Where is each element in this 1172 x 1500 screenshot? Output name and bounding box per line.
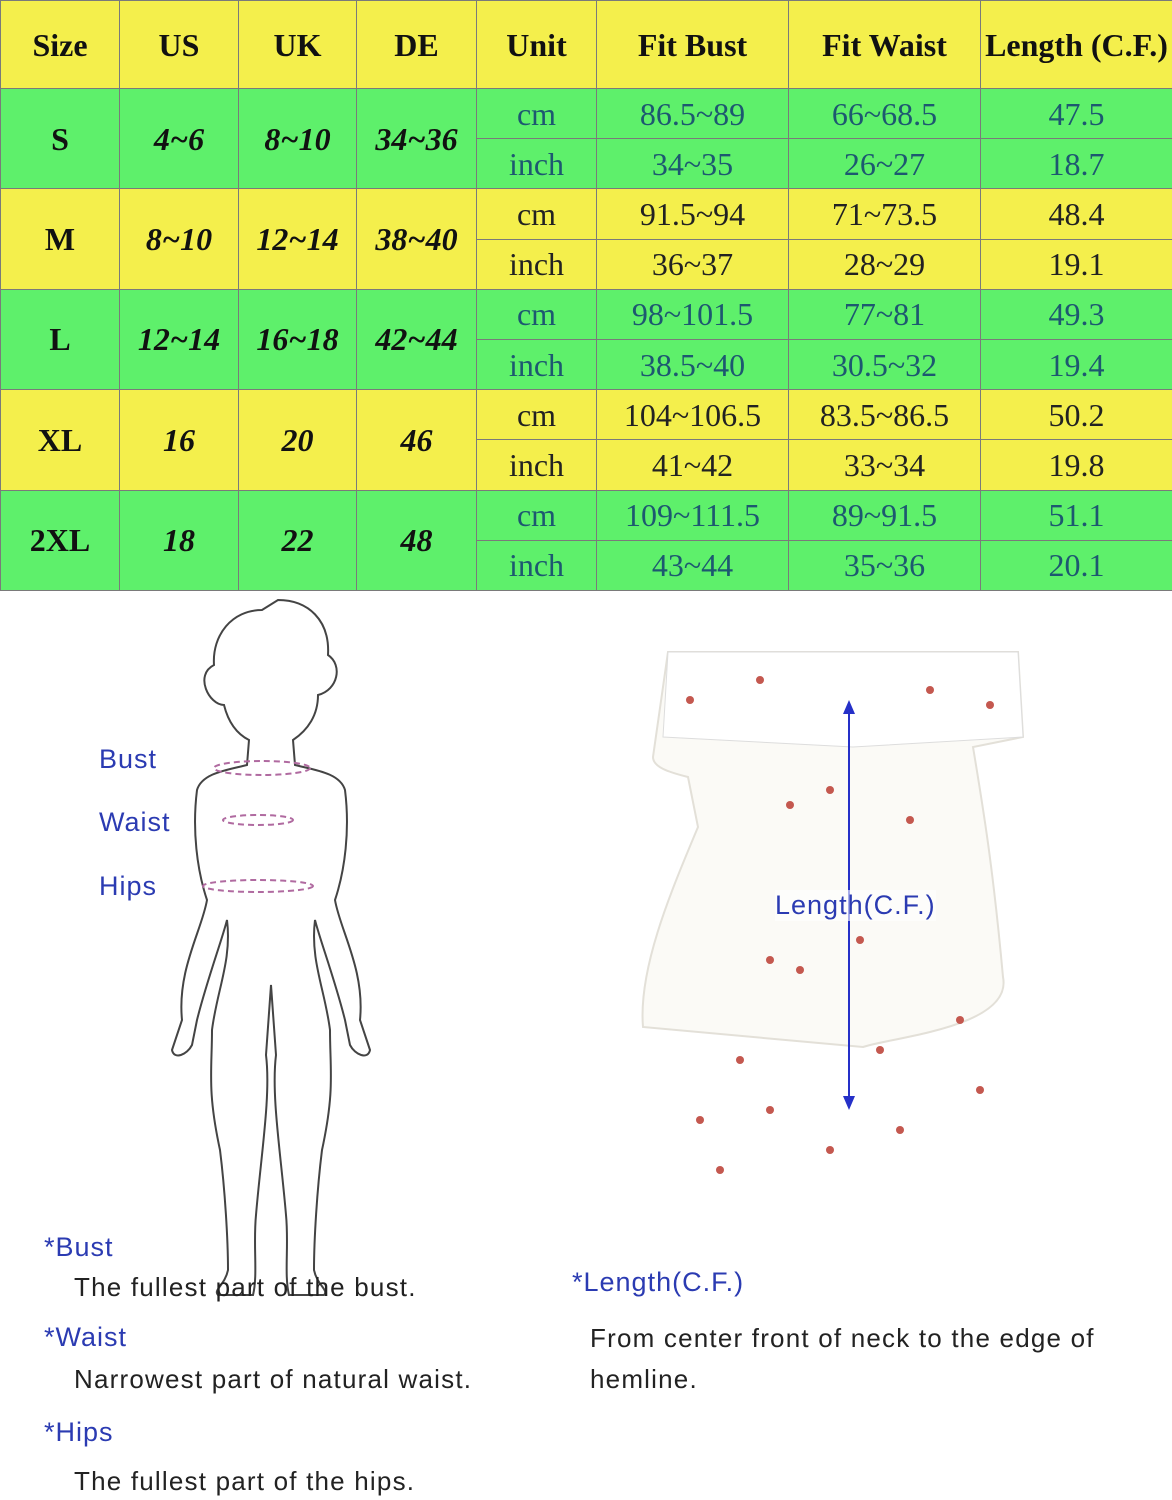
uk-cell: 20 (238, 389, 357, 491)
measure-cell: 19.8 (980, 439, 1172, 491)
size-cell: M (0, 188, 120, 290)
def-term: *Waist (44, 1322, 128, 1352)
measure-cell: 38.5~40 (596, 339, 789, 391)
def-term: *Hips (44, 1417, 114, 1447)
illustrations (170, 598, 1025, 1296)
measure-cell: 41~42 (596, 439, 789, 491)
measure-cell: cm (476, 88, 597, 140)
measure-cell: 28~29 (788, 238, 981, 290)
measure-cell: inch (476, 138, 597, 190)
body-figure (170, 598, 372, 1296)
header-cell: Length (C.F.) (980, 0, 1172, 89)
us-cell: 16 (119, 389, 239, 491)
measure-cell: 26~27 (788, 138, 981, 190)
measure-cell: 36~37 (596, 238, 789, 290)
size-cell: L (0, 288, 120, 391)
measure-cell: 33~34 (788, 439, 981, 491)
header-cell: US (119, 0, 239, 89)
measure-cell: 51.1 (980, 489, 1172, 541)
de-cell: 42~44 (356, 288, 477, 391)
measure-cell: 47.5 (980, 88, 1172, 140)
us-cell: 4~6 (119, 88, 239, 190)
size-cell: S (0, 88, 120, 190)
measure-cell: cm (476, 489, 597, 541)
size-cell: 2XL (0, 489, 120, 591)
measure-cell: cm (476, 389, 597, 441)
measure-cell: inch (476, 238, 597, 290)
measure-cell: inch (476, 439, 597, 491)
size-cell: XL (0, 389, 120, 491)
measure-cell: 30.5~32 (788, 339, 981, 391)
def-text: The fullest part of the bust. (74, 1272, 417, 1302)
header-cell: DE (356, 0, 477, 89)
measure-cell: 77~81 (788, 288, 981, 340)
measure-cell: 86.5~89 (596, 88, 789, 140)
measure-cell: cm (476, 288, 597, 340)
measure-cell: 98~101.5 (596, 288, 789, 340)
uk-cell: 12~14 (238, 188, 357, 290)
measure-cell: 109~111.5 (596, 489, 789, 541)
def-text: Narrowest part of natural waist. (74, 1364, 473, 1394)
def-text: From center front of neck to the edge of… (590, 1323, 1095, 1394)
header-cell: Fit Bust (596, 0, 789, 89)
header-cell: UK (238, 0, 357, 89)
measure-cell: 49.3 (980, 288, 1172, 340)
de-cell: 38~40 (356, 188, 477, 290)
us-cell: 12~14 (119, 288, 239, 391)
measure-cell: 20.1 (980, 539, 1172, 591)
measure-cell: 18.7 (980, 138, 1172, 190)
uk-cell: 8~10 (238, 88, 357, 190)
measure-cell: 66~68.5 (788, 88, 981, 140)
measure-cell: 50.2 (980, 389, 1172, 441)
label-waist: Waist (99, 807, 171, 837)
uk-cell: 16~18 (238, 288, 357, 391)
us-cell: 8~10 (119, 188, 239, 290)
uk-cell: 22 (238, 489, 357, 591)
measure-cell: 43~44 (596, 539, 789, 591)
measure-cell: 104~106.5 (596, 389, 789, 441)
label-hips: Hips (99, 871, 158, 901)
measure-cell: 71~73.5 (788, 188, 981, 240)
header-cell: Fit Waist (788, 0, 981, 89)
label-length: Length(C.F.) (775, 890, 936, 921)
measure-cell: inch (476, 339, 597, 391)
measure-cell: 35~36 (788, 539, 981, 591)
de-cell: 48 (356, 489, 477, 591)
measure-cell: 19.4 (980, 339, 1172, 391)
measure-cell: 91.5~94 (596, 188, 789, 240)
def-text: The fullest part of the hips. (74, 1466, 416, 1496)
header-cell: Size (0, 0, 120, 89)
measure-cell: 89~91.5 (788, 489, 981, 541)
de-cell: 34~36 (356, 88, 477, 190)
measure-cell: 48.4 (980, 188, 1172, 240)
us-cell: 18 (119, 489, 239, 591)
measure-cell: 83.5~86.5 (788, 389, 981, 441)
measure-cell: 19.1 (980, 238, 1172, 290)
measure-cell: inch (476, 539, 597, 591)
def-term: *Length(C.F.) (572, 1267, 745, 1297)
de-cell: 46 (356, 389, 477, 491)
measure-cell: 34~35 (596, 138, 789, 190)
def-term: *Bust (44, 1232, 114, 1262)
measure-cell: cm (476, 188, 597, 240)
label-bust: Bust (99, 744, 158, 774)
header-cell: Unit (476, 0, 597, 89)
